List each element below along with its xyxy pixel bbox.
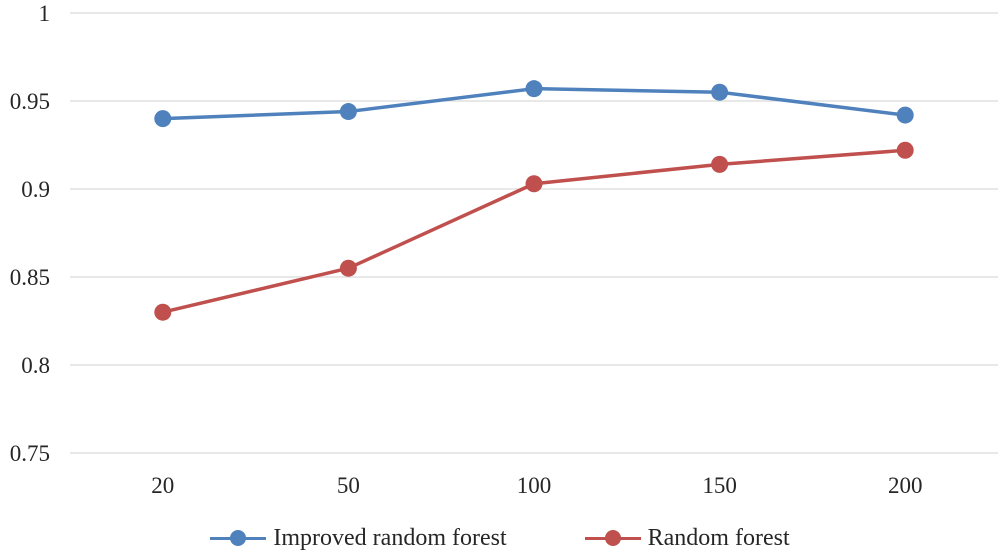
- legend-line-marker-icon: [210, 530, 267, 547]
- legend-dot-icon: [230, 530, 247, 546]
- data-point-marker: [339, 103, 357, 121]
- data-point-marker: [154, 303, 172, 321]
- gridlines-group: [70, 12, 998, 454]
- legend-line-marker-icon: [584, 530, 641, 547]
- y-tick-label: 0.85: [10, 265, 50, 290]
- x-axis-labels: 20 50 100 150 200: [151, 473, 922, 498]
- legend-label: Improved random forest: [273, 524, 507, 551]
- data-point-marker: [896, 141, 914, 159]
- chart-canvas: 1 0.95 0.9 0.85 0.8 0.75 20 50 100 150 200: [10, 1, 998, 498]
- legend-item-improved-random-forest: Improved random forest: [210, 524, 507, 552]
- y-tick-label: 0.8: [21, 353, 50, 378]
- data-point-marker: [154, 110, 172, 128]
- series-improved-random-forest: [154, 80, 914, 128]
- y-tick-label: 0.95: [10, 89, 50, 114]
- x-tick-label: 20: [151, 473, 174, 498]
- data-point-marker: [896, 106, 914, 124]
- y-tick-label: 0.75: [10, 441, 50, 466]
- chart-legend: Improved random forest Random forest: [0, 521, 1000, 555]
- y-tick-label: 0.9: [21, 177, 50, 202]
- x-tick-label: 200: [888, 473, 923, 498]
- data-point-marker: [711, 155, 729, 173]
- data-point-marker: [525, 175, 543, 193]
- x-tick-label: 150: [702, 473, 737, 498]
- legend-dot-icon: [604, 530, 621, 546]
- series-random-forest: [154, 141, 914, 321]
- x-tick-label: 50: [337, 473, 360, 498]
- x-tick-label: 100: [517, 473, 552, 498]
- series-line: [161, 148, 907, 314]
- data-point-marker: [525, 80, 543, 98]
- series-group: [154, 80, 914, 321]
- data-point-marker: [711, 83, 729, 101]
- y-axis-labels: 1 0.95 0.9 0.85 0.8 0.75: [10, 1, 50, 466]
- legend-item-random-forest: Random forest: [584, 524, 790, 552]
- legend-label: Random forest: [647, 524, 790, 551]
- data-point-marker: [339, 259, 357, 277]
- y-tick-label: 1: [39, 1, 51, 26]
